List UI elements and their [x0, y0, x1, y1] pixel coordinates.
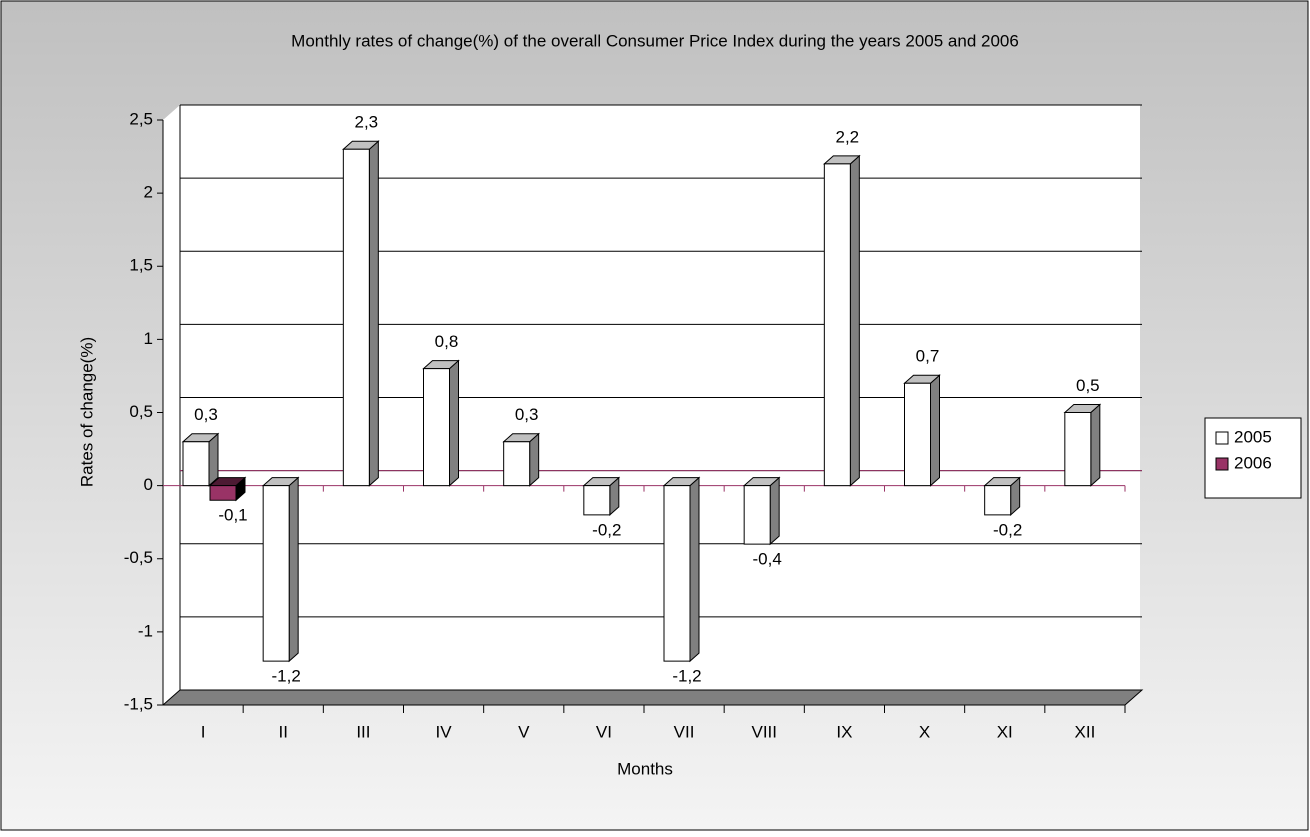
x-tick-label: IV — [436, 722, 453, 741]
bar-face — [529, 432, 540, 487]
data-label: -1,2 — [272, 667, 301, 686]
y-tick-label: 0,5 — [129, 402, 153, 421]
floor — [161, 689, 1144, 706]
bar-face — [930, 374, 940, 487]
data-label: 0,7 — [916, 347, 940, 366]
x-tick-label: VII — [674, 722, 695, 741]
data-label: 2,2 — [836, 127, 860, 146]
legend-label: 2005 — [1234, 427, 1272, 446]
data-label: -0,1 — [218, 506, 247, 525]
x-tick-label: III — [356, 722, 370, 741]
data-label: 0,8 — [435, 332, 459, 351]
legend-swatch — [1215, 431, 1229, 445]
bar-face — [1064, 412, 1092, 487]
bar — [208, 476, 247, 502]
data-label: -0,4 — [753, 550, 782, 569]
x-tick-label: II — [279, 722, 288, 741]
bar — [903, 374, 941, 487]
y-tick-label: 1,5 — [129, 256, 153, 275]
bar — [342, 140, 380, 487]
bar — [1063, 403, 1102, 487]
data-label: 2,3 — [355, 113, 379, 132]
x-tick-label: IX — [836, 722, 852, 741]
x-tick-label: XI — [997, 722, 1013, 741]
x-tick-label: I — [201, 722, 206, 741]
plot-wall — [163, 105, 1140, 705]
bar-face — [849, 154, 860, 487]
bar-face — [288, 476, 299, 663]
data-label: -1,2 — [672, 667, 701, 686]
bar-face — [689, 476, 700, 663]
x-axis-label: Months — [617, 759, 673, 778]
y-tick-label: -1 — [138, 621, 153, 640]
y-axis-label: Rates of change(%) — [77, 337, 96, 487]
bar-face — [1090, 403, 1101, 487]
y-tick-label: 0 — [144, 475, 153, 494]
y-tick-label: -1,5 — [124, 694, 153, 713]
bar-face — [342, 148, 370, 487]
data-label: 0,3 — [194, 405, 218, 424]
y-tick-label: -0,5 — [124, 548, 153, 567]
bar-face — [583, 485, 611, 516]
bar-face — [209, 485, 237, 501]
x-tick-label: X — [919, 722, 930, 741]
legend-swatch — [1215, 457, 1229, 471]
legend-label: 2006 — [1234, 453, 1272, 472]
bar — [742, 476, 781, 546]
bar — [422, 359, 460, 487]
x-tick-label: VI — [596, 722, 612, 741]
bar — [582, 476, 621, 516]
bar-face — [823, 163, 851, 487]
y-tick-label: 2,5 — [129, 109, 153, 128]
data-label: 0,5 — [1076, 376, 1100, 395]
bar-face — [984, 485, 1012, 516]
x-tick-label: VIII — [751, 722, 777, 741]
bar-face — [423, 368, 450, 487]
bar-face — [208, 432, 219, 487]
bar-face — [182, 441, 210, 487]
data-label: -0,2 — [993, 520, 1022, 539]
bar — [823, 154, 861, 487]
bar — [502, 432, 540, 487]
bar-face — [368, 140, 379, 487]
bar-face — [904, 382, 931, 487]
bar — [181, 432, 220, 487]
bar-face — [262, 485, 290, 662]
bar — [261, 476, 300, 663]
x-tick-label: V — [518, 722, 530, 741]
data-label: -0,2 — [592, 520, 621, 539]
y-tick-label: 1 — [144, 329, 153, 348]
chart-title: Monthly rates of change(%) of the overal… — [291, 31, 1019, 50]
bar — [662, 476, 701, 663]
y-tick-label: 2 — [144, 183, 153, 202]
data-label: 0,3 — [515, 405, 539, 424]
x-tick-label: XII — [1075, 722, 1096, 741]
bar-face — [743, 485, 771, 545]
bar-face — [449, 359, 459, 487]
bar — [983, 476, 1021, 516]
bar-face — [663, 485, 691, 662]
bar-face — [769, 476, 780, 546]
bar-face — [503, 441, 531, 487]
